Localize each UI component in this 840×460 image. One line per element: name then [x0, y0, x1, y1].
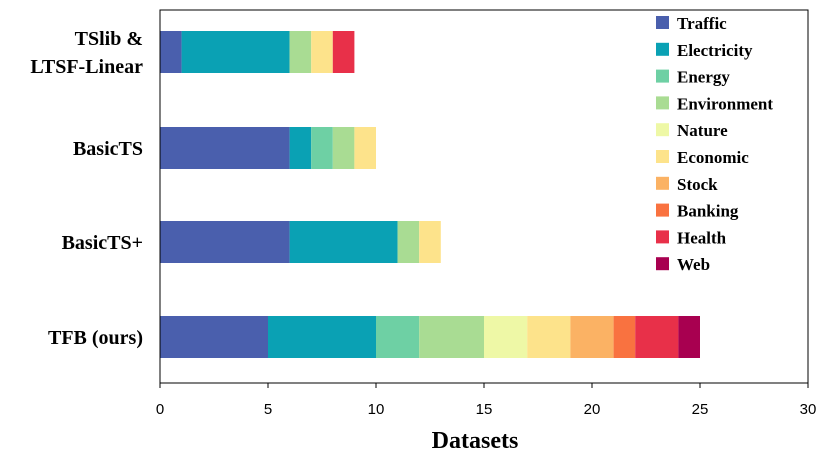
bar-segment-0-0: [160, 31, 182, 73]
bar-segment-0-8: [332, 31, 355, 73]
x-tick-label-3: 15: [476, 401, 493, 418]
legend-label-2: Energy: [677, 68, 730, 87]
legend-label-5: Economic: [677, 148, 749, 167]
legend-swatch-8: [656, 230, 669, 244]
x-tick-label-6: 30: [800, 401, 817, 418]
y-tick-labels: TSlib & LTSF-Linear BasicTS BasicTS+ TFB (ou…: [30, 28, 143, 349]
legend-swatch-5: [656, 150, 669, 163]
legend-swatch-9: [656, 257, 669, 271]
legend-label-1: Electricity: [677, 41, 753, 60]
x-tick-label-1: 5: [264, 401, 272, 418]
bar-segment-2-3: [397, 221, 420, 263]
legend-label-9: Web: [677, 255, 710, 274]
y-tick-label-2-0: BasicTS+: [62, 232, 143, 254]
y-tick-label-1-0: BasicTS: [73, 138, 143, 160]
legend-swatch-3: [656, 96, 669, 110]
bar-segment-3-6: [570, 316, 614, 358]
legend-label-0: Traffic: [677, 14, 727, 33]
legend-swatch-4: [656, 123, 669, 137]
bar-segment-1-0: [160, 127, 290, 169]
y-tick-label-3-0: TFB (ours): [48, 327, 143, 349]
y-tick-label-0-0: TSlib &: [75, 28, 143, 50]
x-tick-label-5: 25: [692, 401, 709, 418]
bar-segment-0-5: [311, 31, 333, 73]
legend-swatch-6: [656, 176, 669, 190]
bar-segment-3-0: [160, 316, 268, 358]
x-tick-label-2: 10: [368, 401, 385, 418]
legend-swatch-7: [656, 203, 669, 217]
bar-segment-2-5: [419, 221, 441, 263]
legend-label-4: Nature: [677, 121, 728, 140]
legend-swatch-0: [656, 16, 669, 29]
legend-label-3: Environment: [677, 94, 773, 113]
legend-label-8: Health: [677, 228, 727, 247]
x-axis-label: Datasets: [432, 428, 519, 454]
bar-segment-1-1: [289, 127, 312, 169]
bar-segment-2-0: [160, 221, 290, 263]
bar-segment-0-3: [289, 31, 312, 73]
y-tick-label-0-1: LTSF-Linear: [30, 56, 143, 78]
bar-segment-1-2: [311, 127, 333, 169]
x-axis-ticks: 0 5 10 15 20 25 30: [156, 383, 817, 418]
bar-segment-3-7: [613, 316, 636, 358]
bar-segment-2-1: [289, 221, 398, 263]
bar-segment-3-3: [419, 316, 484, 358]
bar-segment-1-5: [354, 127, 376, 169]
bar-segment-3-4: [484, 316, 528, 358]
legend-label-6: Stock: [677, 175, 718, 194]
x-tick-label-0: 0: [156, 401, 164, 418]
bar-segment-1-3: [332, 127, 355, 169]
bar-segment-0-1: [181, 31, 290, 73]
legend-swatch-1: [656, 42, 669, 56]
bar-segment-3-1: [268, 316, 376, 358]
legend-swatch-2: [656, 69, 669, 83]
bar-segment-3-8: [635, 316, 679, 358]
x-tick-label-4: 20: [584, 401, 601, 418]
bar-segment-3-9: [678, 316, 700, 358]
legend-label-7: Banking: [677, 202, 739, 221]
bar-segment-3-5: [527, 316, 571, 358]
bar-segment-3-2: [376, 316, 420, 358]
bars-layer: [160, 31, 700, 358]
legend: Traffic Electricity Energy Environment Natur…: [656, 14, 773, 274]
